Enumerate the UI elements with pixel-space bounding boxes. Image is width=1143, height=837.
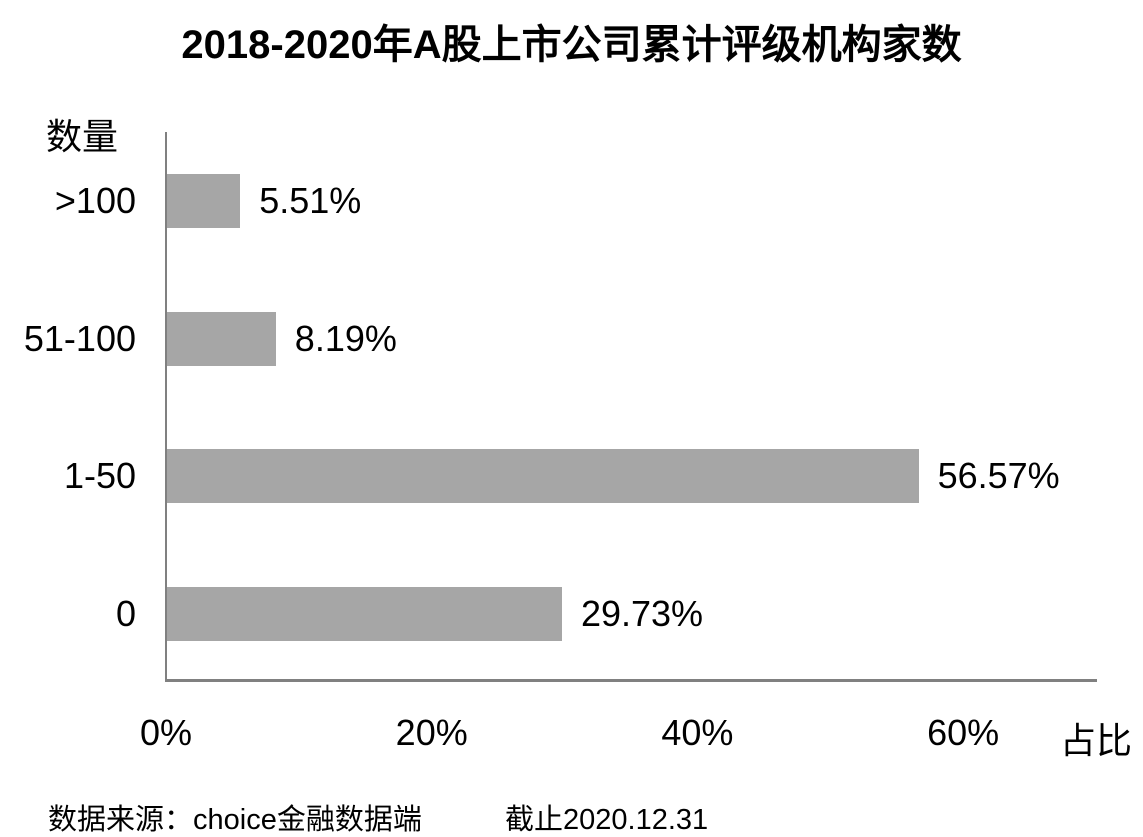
category-label: 1-50 [63, 455, 136, 496]
category-label: 0 [115, 592, 136, 634]
footer-cutoff-date: 截止2020.12.31 [505, 804, 709, 836]
footer-data-source: 数据来源：choice金融数据端 [48, 804, 422, 836]
value-label: 8.19% [294, 317, 397, 359]
bar [167, 586, 562, 641]
value-label: 5.51% [259, 180, 362, 221]
bar [167, 311, 276, 366]
y-axis-line [165, 132, 167, 682]
x-axis-title: 占比 [1060, 720, 1133, 761]
x-tick-label: 40% [661, 712, 734, 753]
bar [167, 449, 919, 503]
bar-row: 1-50 56.57% [0, 407, 1143, 545]
x-tick-label: 60% [927, 712, 1000, 753]
bar [167, 174, 241, 228]
x-axis-line [165, 679, 1097, 682]
bar-row: >100 5.51% [0, 132, 1143, 270]
category-label: >100 [54, 180, 136, 221]
x-tick-label: 0% [139, 712, 193, 753]
y-axis-title: 数量 [46, 116, 119, 157]
value-label: 56.57% [937, 455, 1060, 496]
category-label: 51-100 [23, 317, 136, 359]
value-label: 29.73% [580, 592, 704, 634]
x-tick-label: 20% [395, 712, 468, 753]
bar-row: 51-100 8.19% [0, 270, 1143, 408]
bar-row: 0 29.73% [0, 545, 1143, 683]
chart-title: 2018-2020年A股上市公司累计评级机构家数 [181, 23, 962, 67]
